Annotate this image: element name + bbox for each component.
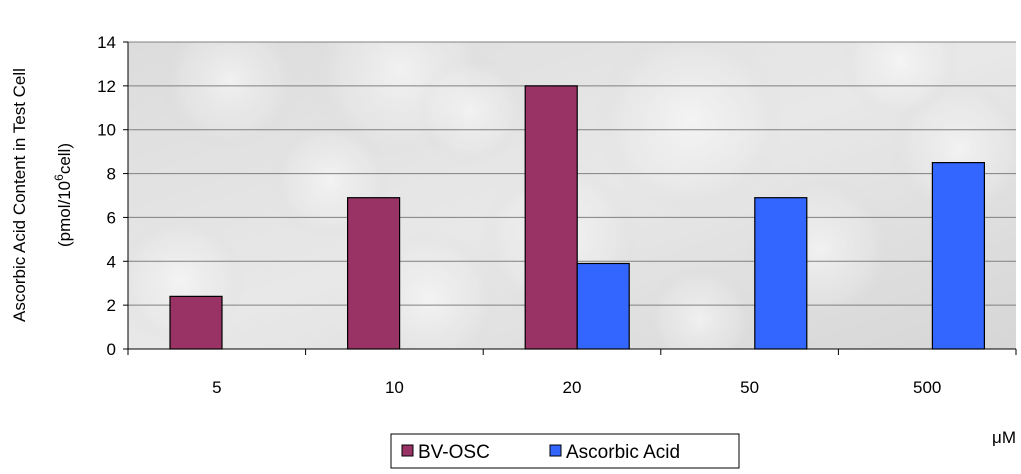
legend-swatch-bv-osc bbox=[401, 444, 414, 457]
legend-box bbox=[390, 433, 740, 469]
bar-bv-osc-10 bbox=[347, 197, 401, 350]
bar-ascorbic-acid-500 bbox=[931, 162, 986, 350]
x-tick-labels: 5 10 20 50 500 bbox=[212, 378, 941, 397]
bar-bv-osc-20 bbox=[524, 85, 578, 350]
legend-label-ascorbic-acid: Ascorbic Acid bbox=[566, 442, 680, 463]
y-tick-label-4: 4 bbox=[107, 252, 116, 271]
x-tick-label-10: 10 bbox=[385, 378, 404, 397]
y-axis-title-line2: (pmol/106cell) bbox=[52, 143, 74, 247]
y-axis-title-line1: Ascorbic Acid Content in Test Cell bbox=[10, 68, 29, 322]
x-tick-label-50: 50 bbox=[740, 378, 759, 397]
y-tick-labels: 0 2 4 6 8 10 12 14 bbox=[97, 33, 116, 359]
legend: BV-OSC Ascorbic Acid bbox=[390, 433, 740, 469]
y-tick-label-0: 0 bbox=[107, 340, 116, 359]
bar-bv-osc-5 bbox=[169, 295, 223, 350]
y-tick-label-8: 8 bbox=[107, 165, 116, 184]
legend-swatch-ascorbic-acid bbox=[549, 444, 562, 457]
y-axis-title-sup: 6 bbox=[52, 174, 66, 181]
y-tick-label-6: 6 bbox=[107, 208, 116, 227]
bars bbox=[169, 85, 986, 350]
legend-label-bv-osc: BV-OSC bbox=[418, 442, 490, 463]
axes bbox=[123, 41, 1017, 355]
bar-ascorbic-acid-20 bbox=[576, 262, 630, 350]
x-tick-label-5: 5 bbox=[212, 378, 221, 397]
y-tick-label-2: 2 bbox=[107, 296, 116, 315]
y-tick-label-14: 14 bbox=[97, 33, 116, 52]
y-axis-title-prefix: (pmol/10 bbox=[55, 181, 74, 247]
x-axis-title: μM bbox=[992, 428, 1016, 447]
x-tick-label-20: 20 bbox=[563, 378, 582, 397]
y-tick-label-12: 12 bbox=[97, 77, 116, 96]
bar-ascorbic-acid-50 bbox=[754, 197, 808, 350]
x-tick-label-500: 500 bbox=[913, 378, 941, 397]
y-tick-label-10: 10 bbox=[97, 121, 116, 140]
y-axis-title-suffix: cell) bbox=[55, 143, 74, 174]
